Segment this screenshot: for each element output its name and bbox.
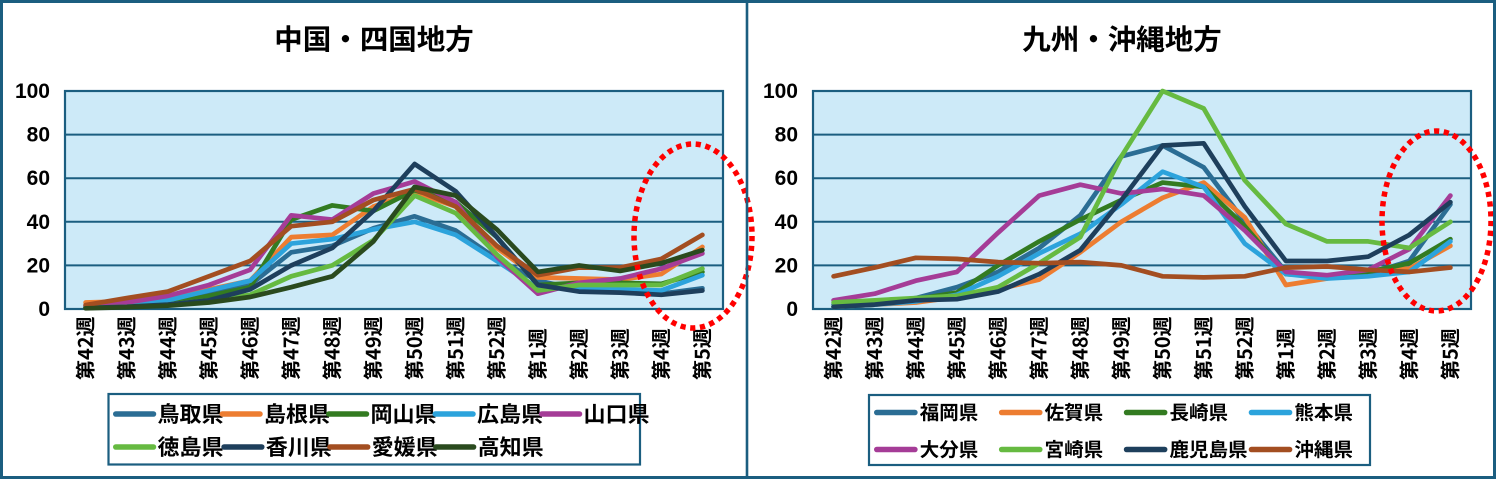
- svg-text:60: 60: [775, 167, 798, 190]
- svg-text:0: 0: [38, 298, 50, 321]
- svg-text:100: 100: [763, 80, 798, 103]
- svg-text:80: 80: [775, 124, 798, 147]
- svg-text:60: 60: [27, 167, 50, 190]
- svg-text:20: 20: [775, 254, 798, 277]
- svg-text:20: 20: [27, 254, 50, 277]
- svg-text:40: 40: [27, 211, 50, 234]
- svg-text:100: 100: [15, 80, 50, 103]
- svg-text:0: 0: [786, 298, 798, 321]
- svg-text:80: 80: [27, 124, 50, 147]
- svg-text:40: 40: [775, 211, 798, 234]
